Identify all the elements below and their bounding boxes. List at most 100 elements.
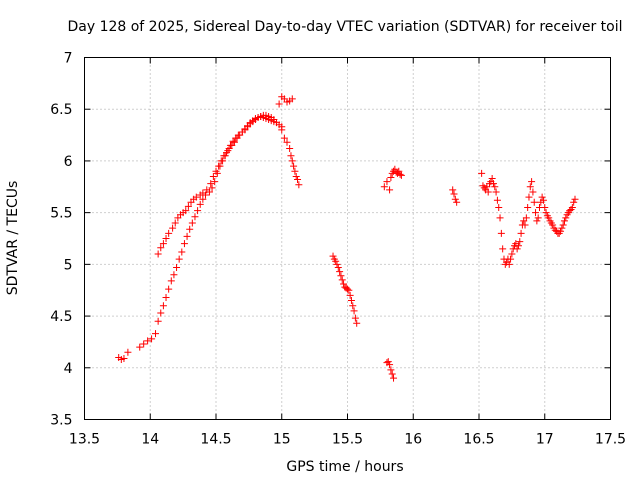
data-point <box>208 184 216 192</box>
data-point <box>183 232 191 240</box>
data-point <box>384 358 392 366</box>
data-point <box>283 138 291 146</box>
data-point <box>288 157 296 165</box>
data-point <box>184 202 192 210</box>
data-point <box>514 242 522 250</box>
data-point <box>533 217 541 225</box>
data-point <box>386 186 394 194</box>
y-tick-label: 5.5 <box>50 206 72 222</box>
data-point <box>380 183 388 191</box>
x-tick-label: 15.5 <box>332 432 363 448</box>
data-point <box>542 209 550 217</box>
data-point <box>188 219 196 227</box>
y-tick-label: 4.5 <box>50 309 72 325</box>
x-tick-labels: 13.5 14 14.5 15 15.5 16 16.5 17 17.5 <box>69 432 626 448</box>
data-point <box>449 186 457 194</box>
data-point <box>203 186 211 194</box>
data-point <box>489 180 497 188</box>
data-point <box>199 189 207 197</box>
data-point <box>212 167 220 175</box>
data-point <box>287 152 295 160</box>
data-point <box>207 180 215 188</box>
data-point <box>140 340 148 348</box>
data-point <box>157 244 165 252</box>
data-point <box>291 167 299 175</box>
data-point <box>517 229 525 237</box>
data-point <box>524 203 532 211</box>
data-point <box>396 170 404 178</box>
data-point <box>165 229 173 237</box>
data-point <box>295 181 303 189</box>
data-point <box>280 134 288 142</box>
data-point <box>478 169 486 177</box>
data-point <box>508 250 516 258</box>
series-right-oscillation <box>478 169 579 268</box>
axis-ticks <box>84 57 611 420</box>
data-point <box>171 219 179 227</box>
data-point <box>215 162 223 170</box>
data-point <box>124 348 132 356</box>
data-point <box>570 198 578 206</box>
data-point <box>492 188 500 196</box>
data-point <box>497 229 505 237</box>
data-point <box>495 203 503 211</box>
data-point <box>532 209 540 217</box>
data-points <box>115 93 579 382</box>
data-point <box>169 224 177 232</box>
data-point <box>525 193 533 201</box>
data-point <box>159 302 167 310</box>
x-tick-label: 16 <box>404 432 422 448</box>
data-point <box>180 240 188 248</box>
data-point <box>329 252 337 260</box>
data-point <box>345 286 353 294</box>
data-point <box>558 224 566 232</box>
data-point <box>539 196 547 204</box>
data-point <box>211 178 219 186</box>
x-tick-label: 14 <box>141 432 159 448</box>
data-point <box>217 157 225 165</box>
series-cluster-5.8 <box>380 165 405 194</box>
data-point <box>351 314 359 322</box>
data-point <box>507 255 515 263</box>
data-point <box>545 214 553 222</box>
data-point <box>529 188 537 196</box>
data-point <box>290 162 298 170</box>
data-point <box>386 361 394 369</box>
data-point <box>209 172 217 180</box>
data-point <box>175 255 183 263</box>
data-point <box>286 145 294 153</box>
data-point <box>516 238 524 246</box>
x-tick-label: 17.5 <box>595 432 626 448</box>
data-point <box>562 214 570 222</box>
data-point <box>390 374 398 382</box>
data-point <box>534 214 542 222</box>
data-point <box>391 165 399 173</box>
data-point <box>344 285 351 293</box>
data-point <box>528 178 536 186</box>
data-point <box>560 217 568 225</box>
data-point <box>397 171 405 179</box>
data-point <box>336 268 344 276</box>
data-point <box>349 302 357 310</box>
data-point <box>453 198 461 206</box>
y-tick-label: 6 <box>64 154 73 170</box>
data-point <box>347 297 355 305</box>
y-tick-label: 3.5 <box>50 413 72 429</box>
series-cluster-16.3 <box>449 186 461 206</box>
data-point <box>568 203 576 211</box>
data-point <box>199 195 207 203</box>
data-point <box>292 172 300 180</box>
data-point <box>530 198 538 206</box>
data-point <box>192 193 200 201</box>
data-point <box>191 213 199 221</box>
data-point <box>194 207 202 215</box>
x-tick-label: 14.5 <box>200 432 231 448</box>
data-point <box>196 200 204 208</box>
data-point <box>294 176 302 184</box>
y-tick-label: 7 <box>64 51 73 67</box>
data-point <box>350 307 358 315</box>
x-axis-label: GPS time / hours <box>286 459 403 475</box>
chart-title: Day 128 of 2025, Sidereal Day-to-day VTE… <box>67 19 622 35</box>
data-point <box>484 188 492 196</box>
x-tick-label: 17 <box>536 432 554 448</box>
